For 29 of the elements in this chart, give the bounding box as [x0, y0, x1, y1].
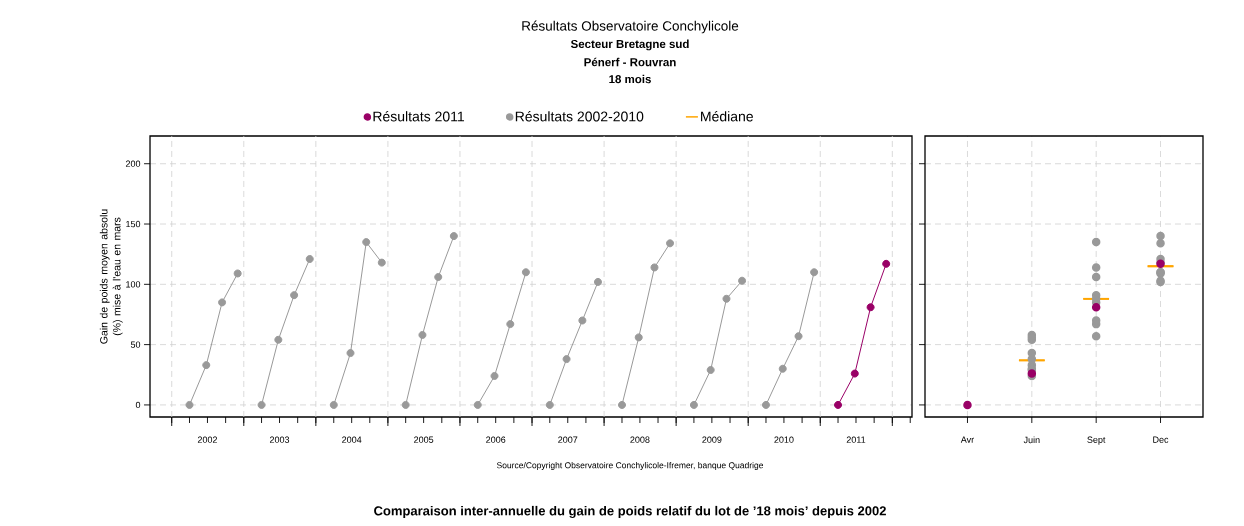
x-tick-label: 2011: [846, 436, 866, 443]
x-tick-label: 2010: [774, 436, 794, 443]
text: 18 mois: [609, 74, 651, 84]
x-tick-label: 2008: [630, 436, 650, 443]
legend-label: Médiane: [701, 110, 753, 122]
x-tick-label: 2003: [269, 436, 290, 443]
y-tick-label: 100: [126, 281, 141, 288]
x-tick-label: 2007: [558, 436, 578, 443]
x-tick-label: Juin: [1023, 436, 1040, 444]
y-tick-label: 50: [130, 341, 141, 348]
chart-title: Résultats Observatoire Conchylicole: [522, 20, 739, 34]
x-tick-label: 2009: [702, 436, 722, 443]
text: Comparaison inter-annuelle du gain de poids relatif du lot de ’18 mois’ depuis 2002: [374, 505, 886, 519]
x-tick-label: Sept: [1087, 436, 1106, 445]
x-tick-label: 2002: [197, 436, 218, 443]
legend-label: Résultats 2011: [373, 110, 465, 122]
x-tick-label: Avr: [960, 436, 974, 443]
x-tick-label: Dec: [1153, 436, 1169, 443]
y-tick-label: 200: [125, 160, 141, 167]
legend-label: Résultats 2002-2010: [515, 110, 644, 122]
x-tick-label: 2004: [342, 436, 362, 443]
y-tick-label: 0: [135, 401, 141, 409]
text: Pénerf - Rouvran: [584, 57, 676, 67]
x-tick-label: 2005: [414, 436, 434, 443]
x-tick-label: 2006: [486, 436, 506, 443]
y-tick-label: 150: [126, 220, 141, 228]
source-note: Source/Copyright Observatoire Conchylicole-Ifremer, banque Quadrige: [496, 462, 764, 470]
chart-subtitle: Secteur Bretagne sud: [570, 39, 689, 51]
y-axis-title: Gain de poids moyen absolu (%) mise à l'eau en mars: [99, 209, 123, 344]
